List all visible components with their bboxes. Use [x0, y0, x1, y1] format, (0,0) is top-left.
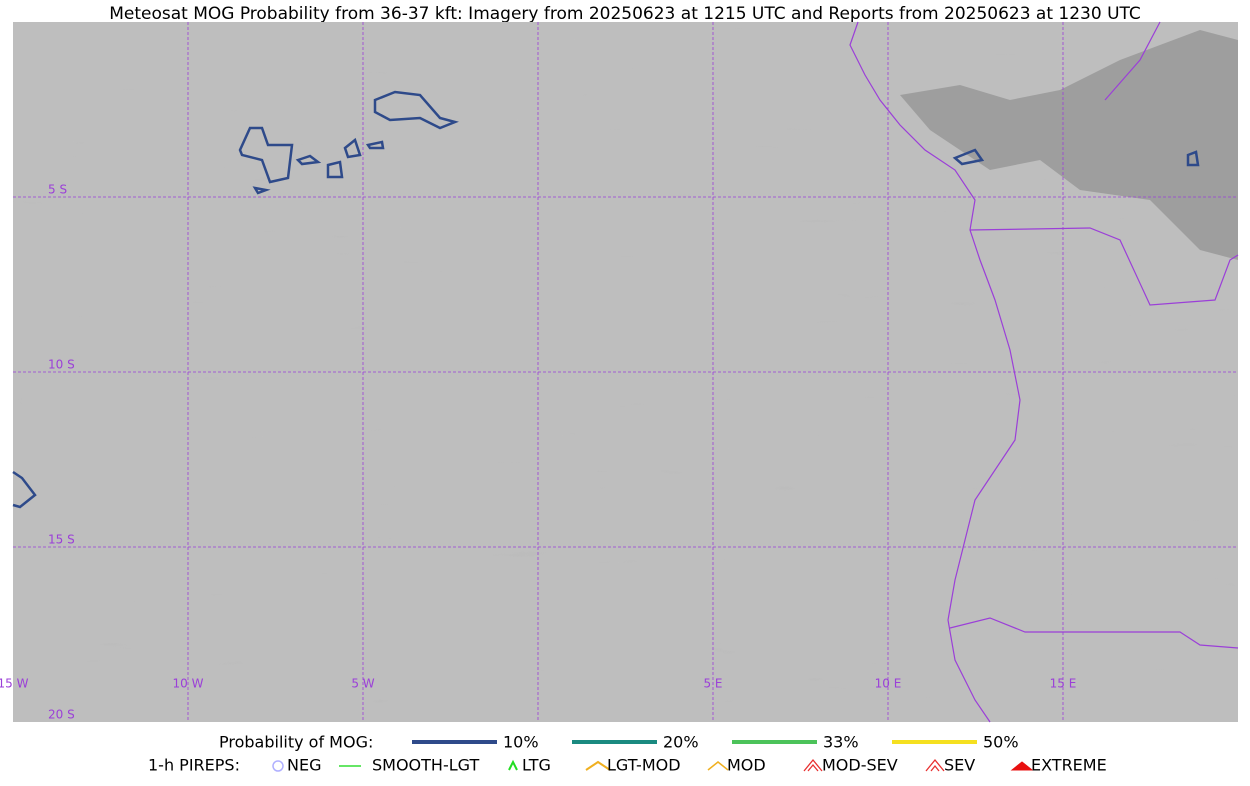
title: Meteosat MOG Probability from 36-37 kft:…: [109, 4, 1141, 24]
pirep-symbol: [925, 758, 945, 772]
legend-label: 33%: [823, 733, 859, 752]
pirep-symbol: [1010, 761, 1034, 771]
lon-label: 15 W: [0, 677, 29, 691]
pirep-symbol: [803, 758, 823, 772]
legend: Probability of MOG: 10% 20% 33% 50% 1-h PIREP…: [148, 733, 1107, 775]
legend-label: 20%: [663, 733, 699, 752]
graticule: 15 W 10 W 5 W 5 E 10 E 15 E 5 S 10 S 15 S 20 S: [0, 22, 1238, 722]
pirep-icon: [1010, 761, 1034, 771]
legend-label: 10%: [503, 733, 539, 752]
pirep-symbol: [585, 760, 611, 771]
legend-label: 50%: [983, 733, 1019, 752]
pirep-icon: [508, 759, 518, 771]
pirep-title: 1-h PIREPS:: [148, 756, 240, 775]
pirep-label: LGT-MOD: [607, 756, 681, 775]
pirep-symbol: [707, 761, 729, 771]
pirep-icon: [707, 761, 729, 771]
pirep-symbol: [508, 759, 518, 771]
pirep-icon: [925, 758, 945, 772]
lat-label: 10 S: [48, 358, 75, 372]
pirep-label: NEG: [287, 756, 321, 775]
mog-contours: [12, 90, 1200, 509]
legend-title: Probability of MOG:: [219, 733, 373, 752]
lat-label: 20 S: [48, 708, 75, 722]
coastline: [849, 21, 1239, 723]
lon-label: 5 E: [703, 677, 722, 691]
lon-label: 15 E: [1050, 677, 1077, 691]
pirep-label: MOD: [727, 756, 766, 775]
lon-label: 10 E: [875, 677, 902, 691]
pirep-label: SMOOTH-LGT: [372, 756, 479, 775]
pirep-icon: [585, 760, 611, 771]
pirep-label: EXTREME: [1031, 756, 1107, 775]
lon-label: 5 W: [351, 677, 374, 691]
pirep-label: MOD-SEV: [822, 756, 898, 775]
lat-label: 15 S: [48, 533, 75, 547]
lat-label: 5 S: [48, 183, 67, 197]
pirep-label: LTG: [522, 756, 551, 775]
lon-label: 10 W: [173, 677, 204, 691]
pirep-symbol: [272, 760, 284, 772]
pirep-icon: [272, 760, 284, 772]
pirep-label: SEV: [944, 756, 975, 775]
pirep-icon: [803, 758, 823, 772]
